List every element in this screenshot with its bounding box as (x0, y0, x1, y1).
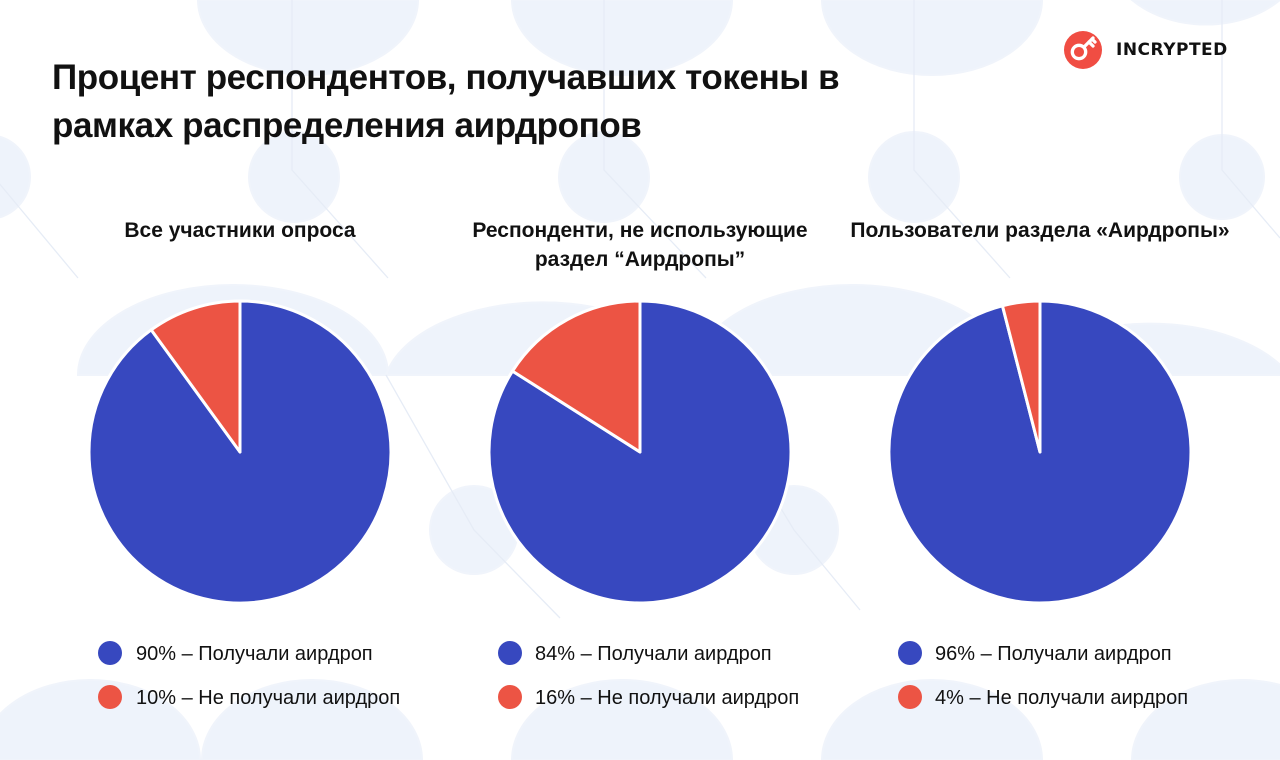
background-line-4 (1221, 0, 1280, 239)
background-parachute-bottom-4 (820, 679, 1044, 760)
page-title: Процент респондентов, получавших токены … (52, 58, 840, 145)
chart-title-non-airdrop-section-users: Респонденти, не использующие раздел “Аир… (472, 219, 808, 271)
background-line-2 (603, 0, 707, 279)
pie-slice-not-received (1000, 299, 1042, 454)
background-circle-upper-middle (248, 131, 340, 223)
pie-chart-airdrop-section-users (887, 299, 1193, 605)
logo-mark (1064, 31, 1102, 69)
legend-dot-received (898, 641, 922, 665)
legend-label-received: 84% – Получали аирдроп (535, 643, 772, 665)
background-parachute-top-1 (196, 0, 420, 76)
legend-label-received: 90% – Получали аирдроп (136, 643, 373, 665)
legend-dot-not-received (898, 685, 922, 709)
background-line-1 (291, 0, 389, 279)
legend-dot-received (98, 641, 122, 665)
legend-item-not-received: 10% – Не получали аирдроп (98, 683, 428, 713)
background-parachute-bottom-5 (1130, 679, 1280, 760)
legend-item-not-received: 16% – Не получали аирдроп (498, 683, 828, 713)
chart-title-airdrop-section-users: Пользователи раздела «Аирдропы» (850, 219, 1230, 242)
legend-dot-not-received (98, 685, 122, 709)
chart-all-respondents: Все участники опроса 90% – Получали аирд… (40, 212, 440, 732)
chart-title-all-respondents: Все участники опроса (124, 219, 356, 242)
chart-airdrop-section-users: Пользователи раздела «Аирдропы» 96% – По… (840, 212, 1240, 732)
background-parachute-top-3 (820, 0, 1044, 76)
legend-dot-received (498, 641, 522, 665)
legend-label-received: 96% – Получали аирдроп (935, 643, 1172, 665)
pie-chart-non-airdrop-section-users (487, 299, 793, 605)
legend-item-not-received: 4% – Не получали аирдроп (898, 683, 1228, 713)
background-parachute-bottom-2 (200, 679, 424, 760)
chart-non-airdrop-section-users: Респонденти, не использующие раздел “Аир… (440, 212, 840, 732)
background-line-6 (385, 374, 561, 619)
background-line-3 (913, 0, 1011, 279)
background-parachute-bottom-1 (0, 679, 202, 760)
incrypted-logo: INCRYPTED (1064, 31, 1254, 69)
background-parachute-bottom-3 (510, 679, 734, 760)
legend-item-received: 96% – Получали аирдроп (898, 639, 1228, 669)
legend-item-received: 84% – Получали аирдроп (498, 639, 828, 669)
key-icon (1070, 36, 1097, 61)
legend-label-not-received: 10% – Не получали аирдроп (136, 687, 401, 709)
legend-dot-not-received (498, 685, 522, 709)
legend-label-not-received: 4% – Не получали аирдроп (935, 687, 1189, 709)
pie-chart-all-respondents (87, 299, 393, 605)
background-circle-left (0, 135, 31, 219)
background-parachute-top-4 (1130, 0, 1280, 26)
pie-slice-not-received (511, 299, 642, 454)
background-parachute-top-2 (510, 0, 734, 76)
logo-text: INCRYPTED (1116, 40, 1228, 60)
background-line-5 (0, 183, 79, 279)
pie-slice-not-received (149, 299, 242, 454)
legend-label-not-received: 16% – Не получали аирдроп (535, 687, 800, 709)
legend-item-received: 90% – Получали аирдроп (98, 639, 428, 669)
